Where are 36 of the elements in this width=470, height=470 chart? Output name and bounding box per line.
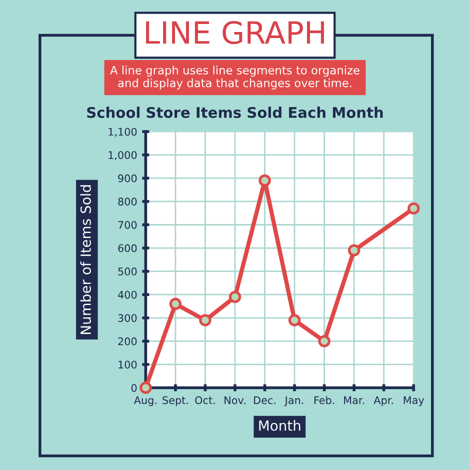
y-tick-label: 1,100 bbox=[108, 128, 137, 137]
point bbox=[348, 244, 360, 256]
x-tick-label: Sept. bbox=[162, 396, 188, 406]
point bbox=[318, 335, 330, 348]
x-tick-label: Oct. bbox=[195, 396, 215, 404]
chart-title: LINE GRAPH bbox=[146, 21, 324, 44]
y-tick-label: 0 bbox=[131, 384, 137, 392]
point bbox=[169, 298, 182, 310]
x-tick-label: Dec. bbox=[254, 396, 276, 404]
y-tick-label: 800 bbox=[118, 198, 137, 206]
y-tick-label: 100 bbox=[118, 360, 137, 369]
y-tick-label: 600 bbox=[118, 244, 137, 252]
y-tick-label: 900 bbox=[118, 174, 137, 182]
y-tick-label: 500 bbox=[118, 268, 137, 276]
y-tick-label: 200 bbox=[118, 337, 137, 346]
point bbox=[199, 314, 212, 326]
x-tick-label: Mar. bbox=[344, 396, 364, 404]
x-tick-label: Jan. bbox=[284, 396, 304, 406]
point bbox=[140, 382, 152, 394]
y-tick-label: 300 bbox=[118, 314, 137, 322]
text: School Store Items Sold Each Month bbox=[87, 106, 383, 118]
y-tick-label: 1,000 bbox=[108, 151, 137, 160]
point bbox=[288, 314, 301, 326]
point bbox=[258, 174, 271, 187]
y-axis-title: Number of Items Sold bbox=[80, 185, 91, 334]
x-tick-label: May bbox=[404, 396, 424, 406]
y-tick-label: 400 bbox=[118, 290, 137, 299]
x-tick-label: Apr. bbox=[374, 396, 393, 406]
x-axis-title: Month bbox=[259, 420, 300, 431]
point bbox=[228, 290, 242, 304]
x-tick-label: Feb. bbox=[314, 396, 334, 404]
point bbox=[407, 202, 420, 215]
x-tick-label: Nov. bbox=[224, 396, 246, 404]
y-tick-label: 700 bbox=[118, 220, 137, 229]
x-tick-label: Aug. bbox=[134, 396, 156, 406]
chart-subtitle: A line graph uses line segments to organize and display data that changes over time. bbox=[110, 66, 360, 90]
